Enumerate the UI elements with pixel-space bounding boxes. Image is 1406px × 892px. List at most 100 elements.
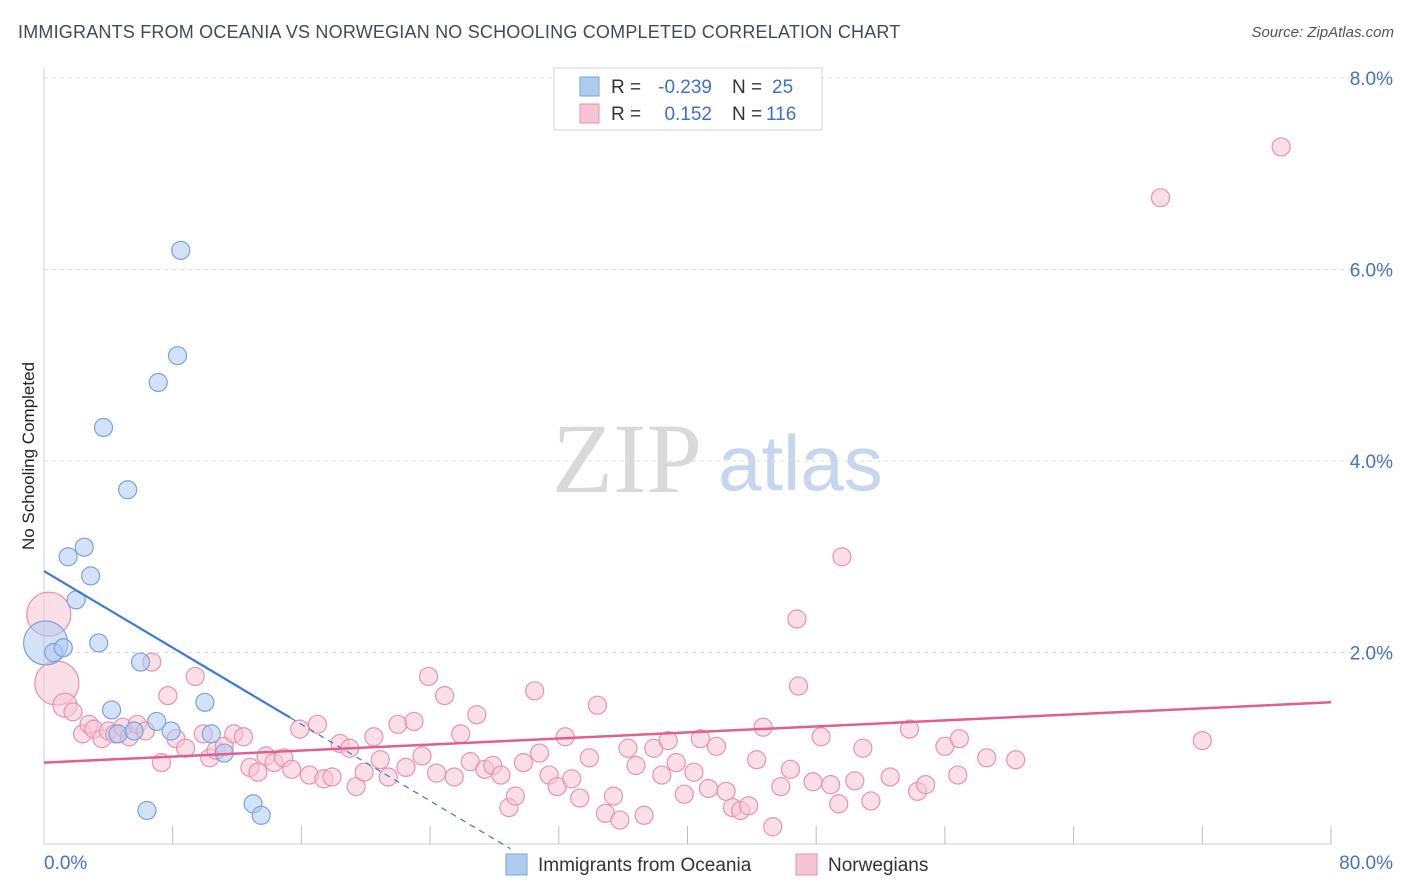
norwegians-point bbox=[346, 776, 366, 797]
oceania-point bbox=[124, 721, 144, 741]
y-axis-tick-labels: 2.0% 4.0% 6.0% 8.0% bbox=[1350, 69, 1393, 665]
norwegians-point bbox=[444, 767, 464, 787]
oceania-point bbox=[81, 566, 101, 586]
bottom-legend-swatch-norwegians bbox=[795, 853, 818, 876]
norwegians-point bbox=[832, 547, 852, 567]
norwegians-point bbox=[915, 775, 936, 795]
chart-title: IMMIGRANTS FROM OCEANIA VS NORWEGIAN NO … bbox=[18, 22, 901, 42]
oceania-point bbox=[53, 638, 73, 658]
oceania-trend-extension bbox=[289, 717, 511, 850]
series-norwegians-points bbox=[26, 137, 1291, 837]
legend-n-label-oceania: N = bbox=[732, 77, 762, 98]
norwegians-point bbox=[899, 719, 920, 739]
norwegians-point bbox=[307, 714, 328, 734]
norwegians-point bbox=[666, 753, 686, 773]
norwegians-point bbox=[845, 771, 865, 791]
norwegians-point bbox=[949, 729, 969, 749]
legend-swatch-oceania bbox=[579, 76, 600, 97]
norwegians-point bbox=[977, 748, 997, 768]
norwegians-point bbox=[753, 717, 773, 737]
x-tick-label-max: 80.0% bbox=[1339, 853, 1393, 874]
norwegians-point bbox=[1192, 730, 1212, 751]
legend-r-label-norwegians: R = bbox=[611, 104, 641, 125]
norwegians-point bbox=[610, 810, 630, 830]
oceania-point bbox=[171, 240, 191, 260]
norwegians-point bbox=[396, 757, 416, 778]
x-axis-ticks bbox=[172, 826, 1332, 844]
norwegians-point bbox=[418, 666, 439, 687]
norwegians-point bbox=[282, 759, 302, 779]
norwegians-point bbox=[158, 685, 178, 706]
y-tick-label: 6.0% bbox=[1350, 261, 1393, 282]
norwegians-point bbox=[525, 681, 545, 701]
oceania-point bbox=[130, 652, 151, 672]
norwegians-point bbox=[690, 729, 710, 749]
norwegians-point bbox=[674, 784, 694, 804]
norwegians-point bbox=[787, 609, 807, 629]
correlation-legend: R = -0.239 N = 25 R = 0.152 N = 116 bbox=[553, 67, 823, 131]
oceania-point bbox=[148, 372, 168, 393]
norwegians-point bbox=[248, 762, 268, 782]
norwegians-point bbox=[562, 769, 582, 789]
oceania-point bbox=[161, 721, 181, 741]
norwegians-point bbox=[579, 748, 599, 768]
y-axis-label: No Schooling Completed bbox=[19, 362, 38, 550]
norwegians-point bbox=[716, 781, 736, 801]
legend-n-value-oceania: 25 bbox=[772, 77, 793, 98]
oceania-point bbox=[101, 700, 122, 720]
legend-r-value-norwegians: 0.152 bbox=[664, 104, 712, 125]
oceania-trend-line bbox=[43, 570, 291, 719]
norwegians-point bbox=[626, 755, 646, 776]
norwegians-point bbox=[658, 730, 678, 751]
norwegians-point bbox=[652, 765, 672, 785]
norwegians-point bbox=[491, 765, 511, 785]
norwegians-point bbox=[747, 750, 767, 770]
norwegians-point bbox=[233, 727, 254, 747]
watermark-zip: ZIP bbox=[552, 403, 702, 514]
legend-r-value-oceania: -0.239 bbox=[658, 77, 712, 98]
grid-lines bbox=[44, 77, 1392, 653]
watermark: ZIP atlas bbox=[552, 403, 883, 514]
legend-n-value-norwegians: 116 bbox=[766, 104, 796, 125]
norwegians-point bbox=[811, 727, 831, 747]
oceania-point bbox=[108, 724, 128, 744]
norwegians-point bbox=[771, 776, 791, 797]
bottom-legend-swatch-oceania bbox=[505, 853, 528, 876]
norwegians-point bbox=[354, 762, 374, 782]
x-tick-label-min: 0.0% bbox=[44, 853, 87, 874]
oceania-point bbox=[89, 633, 109, 653]
series-legend: Immigrants from Oceania Norwegians bbox=[505, 853, 928, 876]
norwegians-point bbox=[853, 738, 873, 758]
norwegians-point bbox=[513, 753, 534, 773]
norwegians-point bbox=[618, 738, 638, 758]
watermark-atlas: atlas bbox=[718, 419, 883, 507]
oceania-point bbox=[195, 692, 215, 712]
norwegians-point bbox=[821, 775, 841, 795]
norwegians-point bbox=[290, 719, 310, 739]
y-tick-label: 4.0% bbox=[1350, 452, 1393, 473]
norwegians-point bbox=[434, 685, 455, 706]
y-tick-label: 2.0% bbox=[1350, 644, 1393, 665]
norwegians-point bbox=[763, 817, 783, 837]
norwegians-point bbox=[388, 714, 408, 734]
norwegians-point bbox=[788, 676, 809, 696]
norwegians-point bbox=[63, 702, 83, 722]
norwegians-point bbox=[634, 805, 654, 825]
norwegians-point bbox=[451, 724, 471, 744]
norwegians-point bbox=[861, 791, 881, 811]
source-label: Source: ZipAtlas.com bbox=[1251, 24, 1394, 41]
bottom-legend-label-norwegians: Norwegians bbox=[828, 855, 928, 876]
norwegians-point bbox=[185, 666, 205, 687]
bottom-legend-label-oceania: Immigrants from Oceania bbox=[538, 855, 752, 876]
norwegians-point bbox=[706, 736, 727, 756]
legend-r-label-oceania: R = bbox=[611, 77, 641, 98]
norwegians-point bbox=[780, 759, 801, 779]
norwegians-point bbox=[1150, 188, 1171, 208]
norwegians-point bbox=[404, 711, 424, 732]
norwegians-point bbox=[829, 794, 849, 814]
oceania-point bbox=[251, 805, 271, 825]
legend-n-label-norwegians: N = bbox=[732, 104, 762, 125]
norwegians-point bbox=[587, 695, 608, 715]
oceania-point bbox=[167, 346, 188, 366]
